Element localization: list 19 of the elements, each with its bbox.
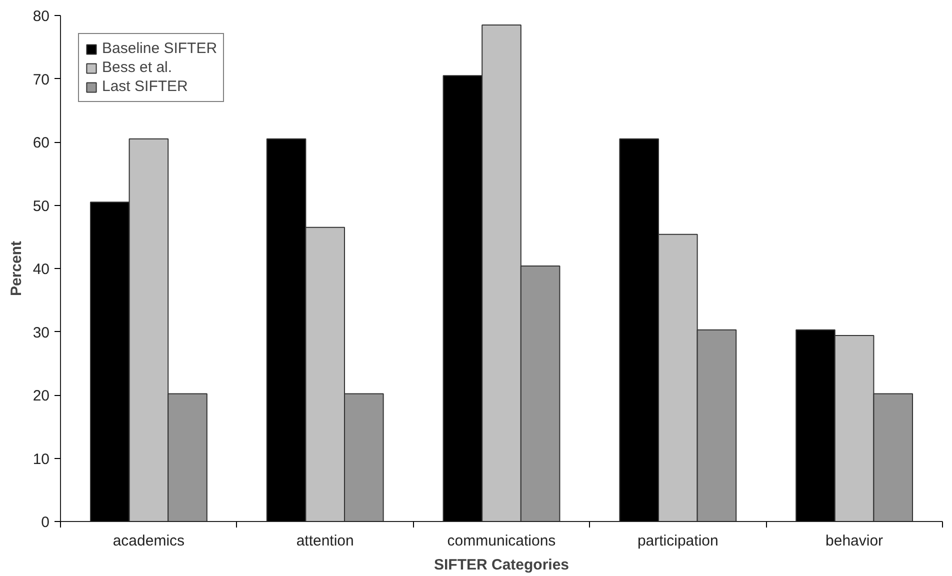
y-tick-label: 0 — [41, 514, 50, 531]
x-tick-label: communications — [447, 532, 556, 550]
y-tick-label: 60 — [32, 134, 50, 152]
x-tick-label: participation — [637, 532, 718, 550]
y-tick-label: 30 — [32, 324, 50, 342]
y-tick-label: 50 — [32, 198, 50, 215]
y-tick-label: 40 — [32, 261, 50, 278]
legend-label: Bess et al. — [102, 59, 172, 76]
x-tick-label: attention — [296, 532, 354, 550]
x-tick-label: behavior — [826, 532, 884, 550]
y-tick-label: 70 — [32, 71, 50, 88]
x-tick-label: academics — [112, 532, 185, 550]
y-tick-label: 10 — [32, 450, 50, 468]
y-tick-label: 20 — [32, 388, 50, 404]
legend-label: Baseline SIFTER — [102, 40, 218, 57]
x-axis-title: SIFTER Categories — [434, 556, 570, 574]
y-axis-title: Percent — [8, 240, 25, 296]
legend-label: Last SIFTER — [102, 78, 188, 95]
y-tick-label: 80 — [32, 8, 50, 25]
